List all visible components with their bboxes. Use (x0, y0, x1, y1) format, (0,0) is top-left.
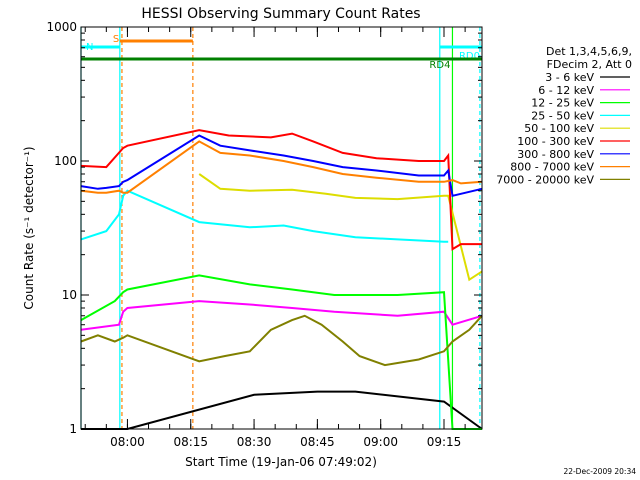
status-flag-layer: S N RD0 RD4 (81, 34, 482, 71)
legend: Det 1,3,4,5,6,9, FDecim 2, Att 0 3 - 6 k… (496, 45, 632, 186)
y-tick-label-0: 1 (69, 422, 77, 436)
legend-label-1: 6 - 12 keV (538, 84, 594, 97)
x-tick-label-5: 09:15 (427, 435, 462, 449)
status-flag-label-rd0: RD0 (459, 51, 480, 62)
series-layer (80, 129, 483, 430)
chart-title: HESSI Observing Summary Count Rates (141, 6, 420, 22)
status-flag-label-rd4: RD4 (429, 60, 450, 71)
legend-header-line-1: Det 1,3,4,5,6,9, (546, 45, 632, 58)
legend-label-2: 12 - 25 keV (531, 97, 594, 110)
series-line-8 (80, 314, 483, 367)
legend-label-8: 7000 - 20000 keV (496, 173, 594, 186)
series-line-6 (80, 134, 483, 198)
legend-label-0: 3 - 6 keV (545, 71, 594, 84)
series-line-3 (80, 189, 449, 243)
series-line-7 (80, 140, 483, 194)
x-tick-label-0: 08:00 (110, 435, 145, 449)
series-line-4 (198, 173, 483, 282)
status-flag-label-n: N (86, 42, 93, 53)
plot-frame (80, 26, 483, 430)
x-tick-label-2: 08:30 (237, 435, 272, 449)
series-line-2 (80, 274, 482, 430)
y-tick-label-1: 10 (62, 288, 77, 302)
x-tick-label-4: 09:00 (363, 435, 398, 449)
legend-header-line-2: FDecim 2, Att 0 (547, 58, 632, 71)
legend-label-3: 25 - 50 keV (531, 109, 594, 122)
legend-label-4: 50 - 100 keV (524, 122, 594, 135)
series-line-5 (80, 129, 482, 251)
legend-label-5: 100 - 300 keV (517, 135, 594, 148)
y-axis: 1 10 100 1000 (46, 20, 482, 436)
footer-timestamp: 22-Dec-2009 20:34 (563, 467, 636, 476)
x-tick-label-1: 08:15 (173, 435, 208, 449)
y-tick-label-3: 1000 (46, 20, 77, 34)
x-axis-label: Start Time (19-Jan-06 07:49:02) (185, 455, 377, 469)
x-tick-label-3: 08:45 (300, 435, 335, 449)
status-flag-label-s: S (113, 34, 119, 45)
y-tick-label-2: 100 (54, 154, 77, 168)
x-axis: 08:00 08:15 08:30 08:45 09:00 09:15 (84, 27, 466, 449)
legend-label-7: 800 - 7000 keV (510, 161, 594, 174)
y-axis-label: Count Rate (s⁻¹ detector⁻¹) (22, 146, 36, 309)
legend-label-6: 300 - 800 keV (517, 148, 594, 161)
